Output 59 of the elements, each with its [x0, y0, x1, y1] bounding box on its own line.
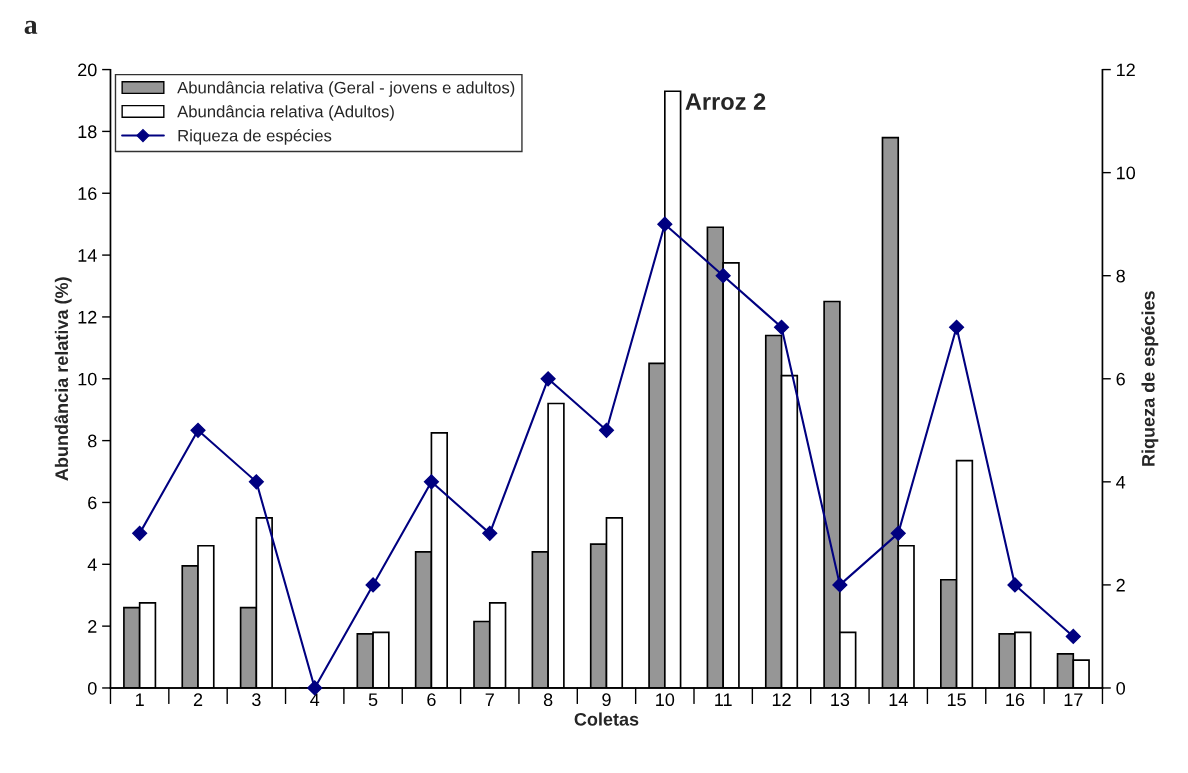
point — [598, 422, 615, 438]
point — [540, 371, 556, 387]
x-tick-label: 4 — [310, 693, 320, 706]
x-tick-label: 9 — [602, 693, 611, 707]
point — [890, 525, 906, 541]
x-tick-label: 12 — [772, 693, 791, 706]
x-tick-label: 11 — [715, 693, 732, 706]
y-tick-label: 12 — [78, 310, 97, 324]
y-tick-label: 6 — [88, 496, 97, 510]
y-axis-title: Abundância relativa (%) — [54, 277, 72, 481]
y-tick-label: 18 — [78, 125, 97, 139]
x-tick-label: 1 — [136, 693, 144, 706]
x-tick-label: 2 — [193, 693, 203, 706]
x-tick-label: 5 — [368, 693, 378, 707]
y2-tick-label: 12 — [1117, 63, 1135, 77]
x-tick-label: 15 — [947, 693, 966, 707]
x-tick-label: 6 — [427, 693, 436, 707]
point — [1007, 577, 1023, 593]
x-tick-label: 17 — [1064, 693, 1083, 706]
point — [248, 474, 264, 490]
point — [657, 216, 673, 232]
point — [132, 525, 148, 541]
point — [949, 319, 965, 335]
point — [1065, 628, 1081, 645]
y-tick-label: 20 — [78, 63, 97, 77]
y2-tick-label: 10 — [1117, 166, 1136, 180]
y2-tick-label: 6 — [1116, 372, 1125, 386]
x-tick-label: 14 — [889, 693, 908, 706]
x-axis-title: Coletas — [574, 712, 639, 726]
text: Arroz 2 — [685, 93, 766, 110]
y-tick-label: 4 — [87, 558, 97, 571]
x-tick-label: 10 — [656, 693, 675, 707]
point — [715, 268, 731, 284]
y-tick-label: 2 — [88, 620, 97, 633]
x-tick-label: 3 — [252, 693, 261, 707]
y2-tick-label: 2 — [1116, 578, 1125, 592]
x-tick-label: 8 — [543, 693, 553, 707]
y2-tick-label: 0 — [1116, 681, 1125, 695]
point — [482, 525, 498, 541]
point — [190, 422, 206, 438]
y-tick-label: 8 — [88, 434, 97, 448]
x-tick-label: 13 — [831, 693, 850, 707]
point — [832, 577, 848, 593]
point — [365, 577, 381, 593]
x-tick-label: 16 — [1006, 693, 1025, 707]
legend-label: Riqueza de espécies — [178, 129, 332, 145]
y2-tick-label: 8 — [1116, 269, 1125, 283]
y2-axis-title: Riqueza de espécies — [1141, 291, 1159, 466]
x-tick-label: 7 — [485, 693, 494, 706]
y-tick-label: 14 — [78, 249, 97, 262]
y2-tick-label: 4 — [1116, 475, 1126, 489]
point — [423, 474, 439, 490]
y-tick-label: 10 — [78, 372, 97, 386]
legend-label: Abundância relativa (Adultos) — [177, 105, 394, 121]
legend-label: Abundância relativa (Geral - jovens e adultos) — [177, 81, 515, 97]
y-tick-label: 16 — [78, 187, 97, 200]
text: a — [24, 20, 38, 35]
point — [773, 319, 790, 335]
y-tick-label: 0 — [87, 681, 97, 695]
